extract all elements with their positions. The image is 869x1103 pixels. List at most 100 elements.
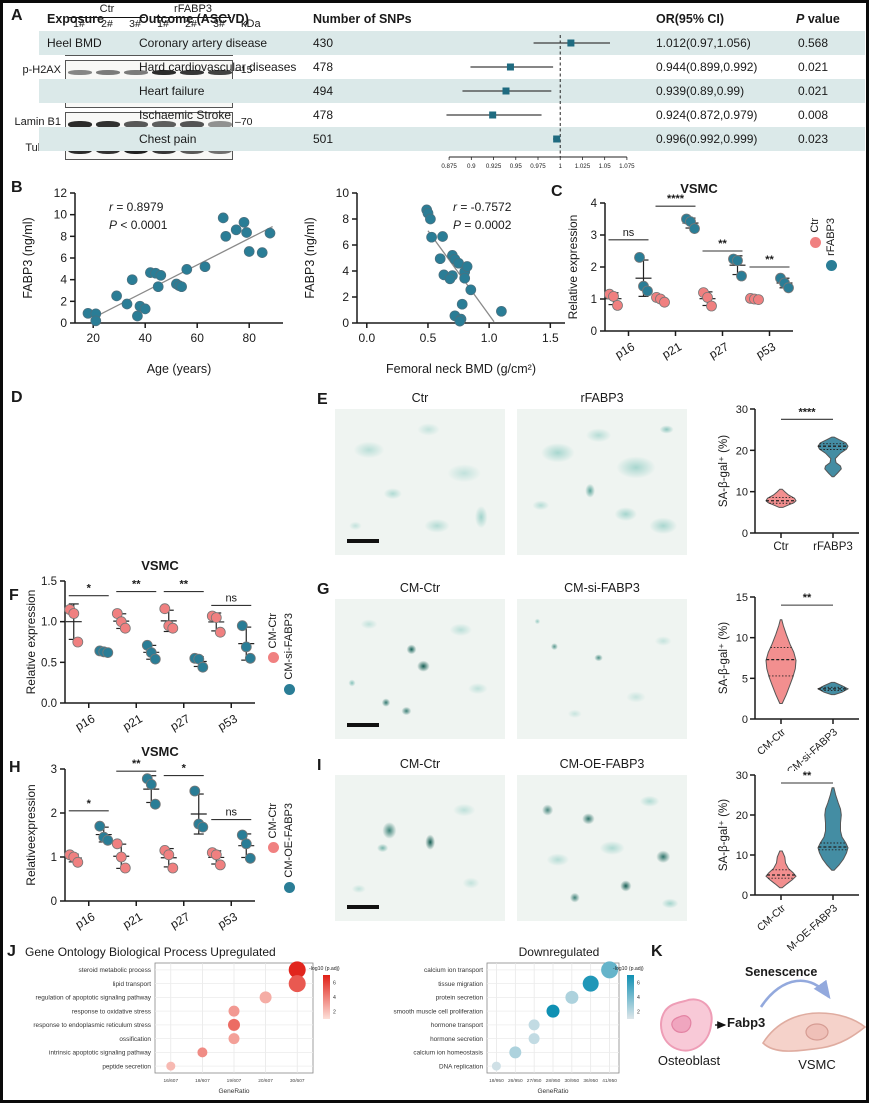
x-tick-label: 1.5	[542, 331, 559, 345]
y-tick-label: 2	[342, 290, 349, 304]
protein-band	[180, 120, 204, 128]
go-term-label: hormone secretion	[430, 1036, 483, 1043]
chart-title: VSMC	[141, 559, 179, 573]
y-tick-label: 10	[54, 208, 68, 222]
data-point	[465, 284, 477, 296]
legend-tick: 6	[637, 980, 640, 986]
kda-value: –70	[235, 116, 253, 128]
legend-label: CM-OE-FABP3	[283, 803, 295, 878]
sig-label: ****	[798, 406, 816, 418]
data-point	[152, 281, 164, 293]
category-label: p53	[215, 711, 240, 733]
vsmc-nucleus	[805, 1023, 829, 1041]
sig-label: **	[132, 579, 141, 591]
outcome-cell: Hard cardiovascular diseases	[139, 60, 297, 74]
data-point	[115, 851, 127, 863]
go-term-label: response to oxidative stress	[72, 1008, 151, 1015]
x-tick-label: 30/607	[290, 1078, 305, 1084]
category-label: p53	[215, 909, 240, 931]
forest-plot: 0.875 0.9 0.925 0.95 0.975 1 1.025 1.05 1.075	[441, 35, 635, 170]
data-point	[244, 852, 256, 864]
data-point	[102, 834, 114, 846]
scatter-bmd-host: 0.0 0.5 1.0 1.5 0 2 4 6 8 10 Femoral neck BMD (g/c…	[301, 181, 579, 384]
or-marker	[567, 39, 575, 47]
schematic-host	[657, 955, 866, 1092]
go-bubble-down-host: 18/950 26/950 27/950 28/950 30/950 36/950 41/9…	[341, 959, 653, 1100]
micrograph-title: CM-si-FABP3	[564, 581, 640, 595]
protein-band	[96, 120, 120, 128]
col-or: OR(95% CI)	[656, 12, 725, 26]
data-point	[444, 273, 456, 285]
y-tick-label: 0.5	[41, 657, 57, 669]
data-point	[236, 620, 248, 632]
data-point	[241, 227, 252, 238]
go-term-label: tissue migration	[438, 981, 483, 988]
data-point	[612, 300, 623, 311]
legend-gradient	[323, 975, 330, 1019]
exposure-cell: Heel BMD	[47, 36, 102, 50]
protein-band	[68, 120, 92, 128]
dotplot-h-host: VSMC 0 1 2 3 p16 * p21 ** p27 * p53 ns Relativeexpres…	[23, 744, 263, 950]
protein-band	[208, 69, 232, 75]
data-point	[197, 821, 209, 833]
legend-tick: 2	[333, 1010, 336, 1016]
micrograph-title: Ctr	[411, 391, 429, 405]
y-tick-label: 10	[736, 487, 748, 499]
go-term-label: calcium ion homeostasis	[413, 1050, 483, 1057]
go-bubble	[288, 975, 306, 993]
protein-label: p-H2AX	[22, 64, 61, 76]
panel-label-b: B	[11, 179, 23, 196]
data-point	[425, 213, 436, 225]
tspan-shape: = -0.7572	[457, 200, 512, 214]
data-point	[68, 608, 80, 619]
y-axis-label: Relativeexpression	[24, 784, 38, 885]
category-label: p21	[660, 339, 685, 361]
tspan-shape: = 0.0002	[461, 218, 512, 232]
dotplot-f-host: VSMC 0.0 0.5 1.0 1.5 p16 * p21 ** p27 ** p53 ns Relat…	[23, 558, 263, 760]
micrograph-rfabp3	[517, 409, 687, 555]
snps-cell: 494	[313, 84, 334, 98]
legend-tick: 6	[333, 980, 336, 986]
y-axis-label: Relative expression	[566, 215, 580, 320]
protein-band	[124, 120, 148, 128]
data-point	[102, 647, 114, 658]
forest-table-row: Hard cardiovascular diseases 478 0.944(0.8…	[39, 55, 865, 79]
data-point	[238, 216, 250, 228]
forest-tick-label: 0.95	[510, 163, 523, 170]
sig-label: **	[765, 254, 774, 266]
x-axis-label: GeneRatio	[218, 1088, 249, 1095]
legend-f: CM-Ctr CM-si-FABP3	[267, 613, 295, 695]
go-up-title: Upregulated	[210, 945, 276, 959]
osteoblast-label: Osteoblast	[657, 1053, 721, 1068]
go-bubble	[528, 1033, 540, 1045]
x-tick-label: 41/950	[602, 1078, 617, 1084]
senescence-arrow	[759, 979, 831, 1008]
data-point	[220, 230, 232, 242]
tspan-shape: P	[453, 218, 461, 232]
data-point	[149, 798, 161, 810]
y-tick-label: 0	[742, 528, 748, 540]
go_up: 16/607 18/607 19/607 20/607 30/607 steroid me…	[33, 961, 340, 1095]
category-label: M-OE-FABP3	[785, 902, 840, 951]
data-point	[167, 622, 179, 634]
data-point	[217, 212, 229, 224]
legend-label: CM-Ctr	[267, 803, 279, 839]
data-point	[783, 282, 794, 294]
data-point	[434, 253, 446, 265]
violin-g-host: 0 5 10 15 CM-Ctr CM-si-FABP3 ** SA-β-gal⁺ (%)	[715, 585, 866, 778]
sig-label: *	[87, 583, 92, 595]
category-label: p21	[120, 909, 145, 931]
y-tick-label: 4	[342, 264, 349, 278]
x-tick-label: 28/950	[546, 1078, 561, 1084]
data-point	[732, 255, 743, 266]
x-tick-label: 16/607	[163, 1078, 178, 1084]
legend-label: Ctr	[809, 218, 821, 233]
legend-label: CM-Ctr	[267, 613, 279, 649]
y-tick-label: 5	[742, 673, 748, 685]
outcome-cell: Chest pain	[139, 132, 197, 146]
data-point	[159, 603, 171, 615]
fabp3-label: Fabp3	[727, 1015, 766, 1030]
data-point	[240, 838, 252, 850]
lane-label: 3#	[213, 18, 225, 30]
data-point	[167, 862, 179, 874]
